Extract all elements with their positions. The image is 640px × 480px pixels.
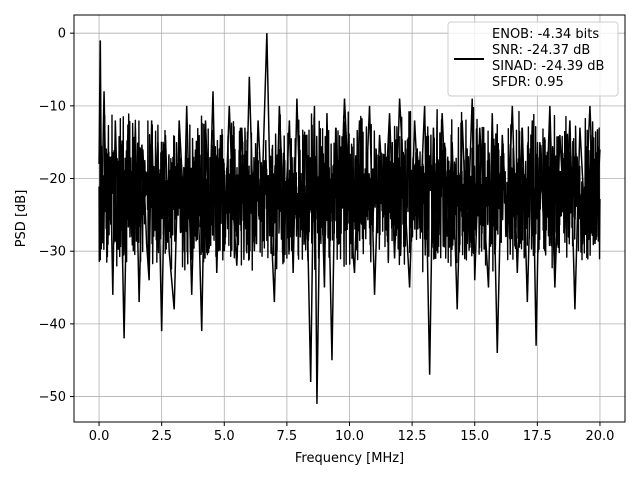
legend-box bbox=[447, 21, 619, 97]
y-axis-label: PSD [dB] bbox=[14, 190, 29, 248]
x-tick-label: 12.5 bbox=[398, 429, 427, 444]
x-tick-label: 7.5 bbox=[277, 429, 298, 444]
y-tick-label: −40 bbox=[39, 317, 66, 332]
legend-entry-sinad: SINAD: -24.39 dB bbox=[492, 59, 604, 74]
x-axis-label: Frequency [MHz] bbox=[295, 451, 404, 466]
psd-series-line bbox=[98, 33, 601, 404]
y-tick-label: 0 bbox=[58, 27, 66, 42]
y-tick-label: −30 bbox=[39, 245, 66, 260]
legend-entry-sfdr: SFDR: 0.95 bbox=[492, 75, 564, 90]
x-tick-label: 5.0 bbox=[214, 429, 235, 444]
ticks: 0.0 2.5 5.0 7.5 10.0 12.5 15.0 17.5 20.0 0 −10 −20 −… bbox=[39, 27, 615, 444]
y-tick-label: −50 bbox=[39, 390, 66, 405]
x-tick-label: 10.0 bbox=[335, 429, 364, 444]
x-tick-label: 0.0 bbox=[89, 429, 110, 444]
legend-entry-snr: SNR: -24.37 dB bbox=[492, 43, 590, 58]
x-tick-label: 2.5 bbox=[151, 429, 172, 444]
x-tick-label: 17.5 bbox=[523, 429, 552, 444]
y-tick-label: −10 bbox=[39, 99, 66, 114]
series-layer bbox=[98, 33, 601, 404]
legend: ENOB: -4.34 bits SNR: -24.37 dB SINAD: -… bbox=[447, 21, 619, 97]
y-tick-label: −20 bbox=[39, 172, 66, 187]
x-tick-label: 20.0 bbox=[585, 429, 614, 444]
legend-entry-enob: ENOB: -4.34 bits bbox=[492, 27, 599, 42]
x-tick-label: 15.0 bbox=[460, 429, 489, 444]
